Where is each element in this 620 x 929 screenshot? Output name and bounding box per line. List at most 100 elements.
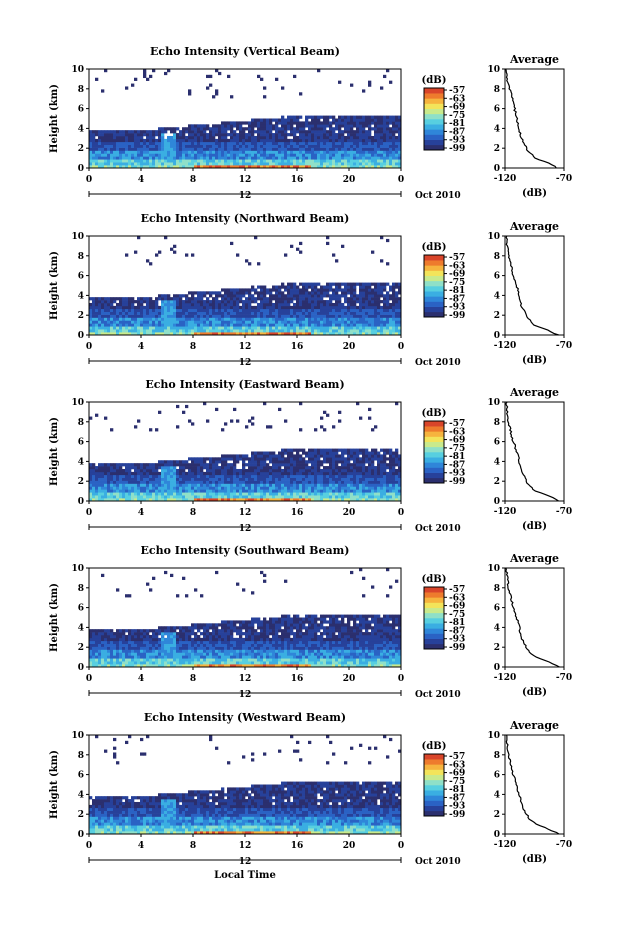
heatmap-cell bbox=[299, 498, 303, 502]
heatmap-cell bbox=[107, 147, 111, 151]
heatmap-cell bbox=[335, 300, 339, 304]
heatmap-cell bbox=[305, 486, 309, 490]
heatmap-cell bbox=[290, 121, 294, 125]
heatmap-cell bbox=[371, 495, 375, 499]
heatmap-cell bbox=[329, 294, 333, 298]
heatmap-cell bbox=[269, 288, 273, 292]
heatmap-cell bbox=[158, 150, 162, 154]
heatmap-cell bbox=[254, 495, 258, 499]
heatmap-cell bbox=[158, 474, 162, 478]
heatmap-cell bbox=[131, 130, 135, 134]
heatmap-cell bbox=[224, 153, 228, 157]
heatmap-cell bbox=[320, 162, 324, 166]
heatmap-cell bbox=[236, 159, 240, 163]
heatmap-cell bbox=[176, 425, 180, 429]
heatmap-cell bbox=[362, 311, 366, 315]
heatmap-cell bbox=[176, 162, 180, 166]
heatmap-cell bbox=[272, 162, 276, 166]
heatmap-cell bbox=[338, 466, 342, 470]
heatmap-cell bbox=[215, 305, 219, 310]
heatmap-cell bbox=[119, 332, 123, 336]
heatmap-cell bbox=[179, 489, 183, 493]
heatmap-cell bbox=[107, 332, 111, 336]
heatmap-cell bbox=[344, 466, 348, 470]
heatmap-cell bbox=[311, 454, 315, 458]
heatmap-cell bbox=[239, 294, 243, 298]
heatmap-cell bbox=[89, 138, 93, 143]
heatmap-cell bbox=[257, 460, 261, 464]
heatmap-cell bbox=[164, 141, 168, 145]
heatmap-cell bbox=[272, 314, 276, 318]
heatmap-cell bbox=[284, 156, 288, 160]
heatmap-cell bbox=[260, 451, 264, 455]
heatmap-cell bbox=[170, 305, 174, 310]
heatmap-cell bbox=[398, 285, 402, 289]
heatmap-cell bbox=[323, 115, 327, 119]
heatmap-cell bbox=[284, 150, 288, 154]
heatmap-cell bbox=[218, 314, 222, 318]
heatmap-cell bbox=[218, 153, 222, 157]
heatmap-cell bbox=[152, 150, 156, 154]
heatmap-cell bbox=[311, 308, 315, 312]
heatmap-cell bbox=[320, 332, 324, 336]
heatmap-cell bbox=[380, 495, 384, 499]
heatmap-cell bbox=[89, 156, 93, 160]
heatmap-cell bbox=[338, 135, 342, 140]
heatmap-cell bbox=[152, 317, 156, 321]
heatmap-cell bbox=[374, 141, 378, 145]
heatmap-cell bbox=[260, 326, 264, 330]
heatmap-cell bbox=[278, 302, 282, 307]
heatmap-cell bbox=[269, 159, 273, 163]
heatmap-cell bbox=[284, 326, 288, 330]
heatmap-cell bbox=[296, 486, 300, 490]
heatmap-cell bbox=[140, 162, 144, 166]
heatmap-cell bbox=[149, 262, 153, 266]
heatmap-cell bbox=[308, 150, 312, 154]
heatmap-cell bbox=[254, 153, 258, 157]
heatmap-cell bbox=[227, 323, 231, 327]
heatmap-cell bbox=[377, 165, 381, 169]
heatmap-cell bbox=[101, 311, 105, 315]
heatmap-cell bbox=[374, 489, 378, 493]
heatmap-cell bbox=[239, 332, 243, 336]
heatmap-cell bbox=[281, 308, 285, 312]
heatmap-cell bbox=[392, 300, 396, 304]
heatmap-cell bbox=[230, 489, 234, 493]
heatmap-cell bbox=[335, 314, 339, 318]
heatmap-cell bbox=[284, 165, 288, 169]
heatmap-cell bbox=[248, 135, 252, 140]
heatmap-cell bbox=[332, 311, 336, 315]
heatmap-cell bbox=[311, 115, 315, 119]
heatmap-cell bbox=[248, 150, 252, 154]
heatmap-cell bbox=[311, 451, 315, 455]
y-tick-label: 10 bbox=[71, 65, 84, 75]
heatmap-cell bbox=[341, 118, 345, 122]
heatmap-cell bbox=[155, 150, 159, 154]
heatmap-cell bbox=[347, 141, 351, 145]
heatmap-cell bbox=[356, 454, 360, 458]
heatmap-cell bbox=[314, 326, 318, 330]
heatmap-cell bbox=[368, 150, 372, 154]
heatmap-cell bbox=[380, 118, 384, 122]
heatmap-cell bbox=[374, 144, 378, 148]
heatmap-cell bbox=[329, 471, 333, 476]
heatmap-cell bbox=[353, 165, 357, 169]
heatmap-cell bbox=[368, 483, 372, 487]
heatmap-cell bbox=[347, 317, 351, 321]
heatmap-cell bbox=[365, 480, 369, 484]
heatmap-cell bbox=[92, 463, 96, 467]
heatmap-cell bbox=[371, 463, 375, 467]
average-y-tick-label: 8 bbox=[494, 85, 500, 95]
heatmap-cell bbox=[161, 165, 165, 169]
heatmap-cell bbox=[290, 291, 294, 295]
heatmap-cell bbox=[242, 320, 246, 324]
heatmap-cell bbox=[215, 471, 219, 476]
heatmap-cell bbox=[368, 416, 372, 420]
heatmap-cell bbox=[236, 326, 240, 330]
heatmap-cell bbox=[362, 165, 366, 169]
heatmap-cell bbox=[164, 297, 168, 301]
heatmap-cell bbox=[119, 486, 123, 490]
heatmap-cell bbox=[158, 410, 162, 414]
heatmap-cell bbox=[254, 457, 258, 461]
heatmap-cell bbox=[287, 288, 291, 292]
